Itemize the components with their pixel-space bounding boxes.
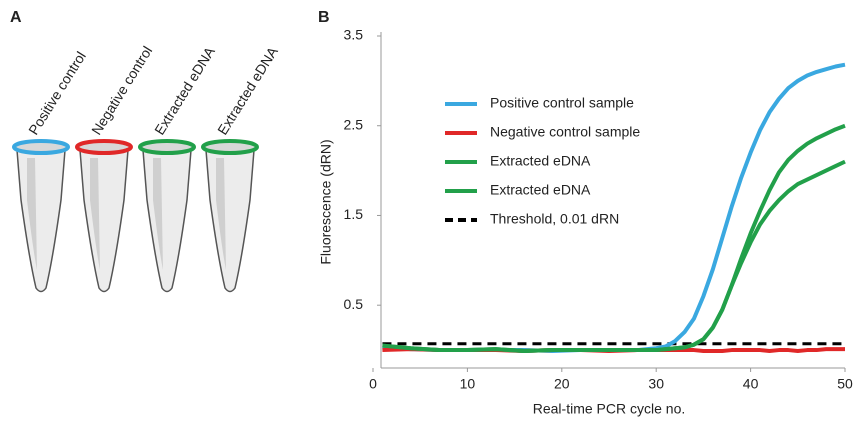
panel-label: B [318,9,330,26]
tube-label: Positive control [25,49,89,138]
legend-label: Extracted eDNA [490,182,591,198]
tube [205,149,255,293]
x-tick-label: 10 [460,376,476,392]
y-tick-label: 1.5 [344,206,364,222]
x-tick-label: 30 [648,376,664,392]
tube-label: Negative control [88,43,155,137]
tube [79,149,129,293]
x-tick-label: 20 [554,376,570,392]
tube-cap [12,139,70,155]
tube-shade [216,158,226,270]
y-tick-label: 3.5 [344,27,364,43]
legend-label: Negative control sample [490,124,640,140]
y-tick-label: 0.5 [344,296,364,312]
tube-shade [90,158,100,270]
x-tick-label: 50 [837,376,853,392]
legend-label: Positive control sample [490,95,634,111]
tube-cap [201,139,259,155]
tube-cap [75,139,133,155]
tube-shade [27,158,37,270]
x-axis-title: Real-time PCR cycle no. [533,401,686,417]
x-tick-label: 0 [369,376,377,392]
y-axis-title: Fluorescence (dRN) [318,139,334,264]
legend-label: Threshold, 0.01 dRN [490,211,619,227]
tube-label: Extracted eDNA [151,43,218,137]
tube [142,149,192,293]
series-line [382,159,846,353]
series-line [382,123,846,353]
tube-shade [153,158,163,270]
panel-label: A [10,9,22,26]
y-tick-label: 2.5 [344,116,364,132]
tube-cap [138,139,196,155]
tube [16,149,66,293]
tube-label: Extracted eDNA [214,43,281,137]
legend-label: Extracted eDNA [490,153,591,169]
x-tick-label: 40 [743,376,759,392]
